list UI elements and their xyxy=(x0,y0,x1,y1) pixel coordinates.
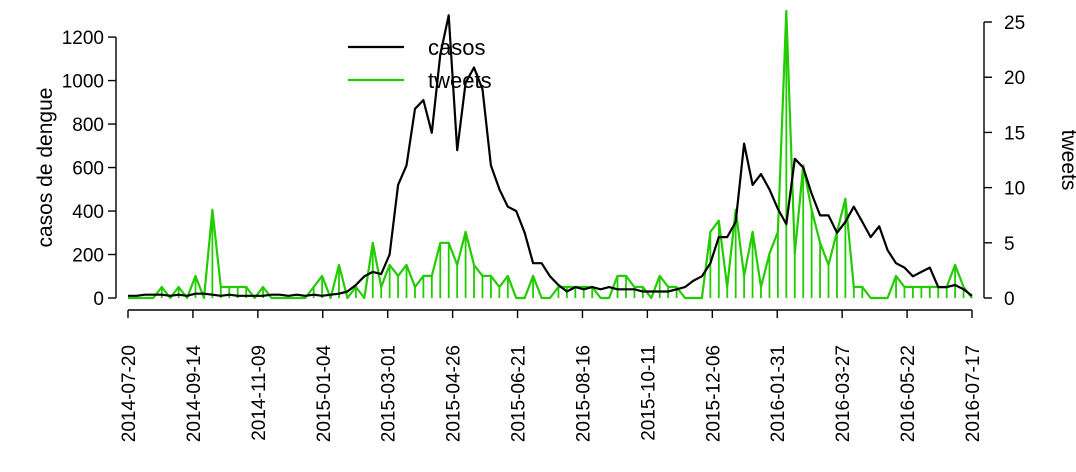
y-tick-label-left: 800 xyxy=(72,115,104,136)
legend-label-tweets: tweets xyxy=(428,68,492,93)
y-tick-label-left: 1200 xyxy=(62,28,104,49)
x-tick-label: 2014-07-20 xyxy=(119,345,140,442)
x-tick-label: 2015-03-01 xyxy=(379,345,400,442)
y-tick-label-right: 0 xyxy=(1004,289,1015,310)
y-axis-left-title: casos de dengue xyxy=(34,88,57,248)
y-tick-label-right: 20 xyxy=(1004,68,1025,89)
x-tick-label: 2016-07-17 xyxy=(963,345,984,442)
x-tick-label: 2015-10-11 xyxy=(638,345,659,441)
y-tick-label-right: 5 xyxy=(1004,234,1015,255)
x-tick-label: 2015-12-06 xyxy=(703,345,724,442)
y-tick-label-left: 600 xyxy=(72,159,104,180)
x-tick-label: 2015-06-21 xyxy=(509,345,530,442)
y-axis-right-title: tweets xyxy=(1057,130,1076,191)
casos-series-line xyxy=(128,14,973,297)
x-tick-label: 2016-05-22 xyxy=(898,345,919,442)
y-tick-label-left: 1000 xyxy=(62,72,104,93)
x-tick-label: 2016-01-31 xyxy=(768,345,789,442)
x-tick-label: 2015-04-26 xyxy=(444,345,465,442)
x-tick-label: 2015-01-04 xyxy=(314,345,335,443)
y-tick-label-right: 15 xyxy=(1004,123,1025,144)
y-tick-label-right: 25 xyxy=(1004,13,1025,34)
x-tick-label: 2014-11-09 xyxy=(249,345,270,441)
y-tick-label-left: 400 xyxy=(72,202,104,223)
legend-label-casos: casos xyxy=(428,35,485,60)
y-tick-label-left: 0 xyxy=(93,289,104,310)
y-tick-label-right: 10 xyxy=(1004,179,1025,200)
x-tick-label: 2014-09-14 xyxy=(184,345,205,443)
y-tick-label-left: 200 xyxy=(72,246,104,267)
x-tick-label: 2016-03-27 xyxy=(833,345,854,442)
x-tick-label: 2015-08-16 xyxy=(573,345,594,442)
